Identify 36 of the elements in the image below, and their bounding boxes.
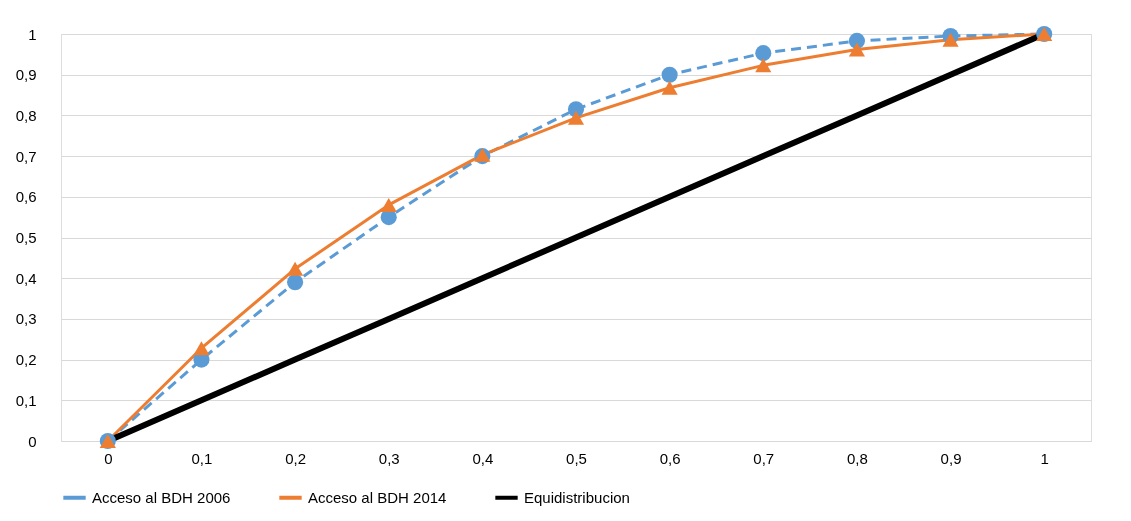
x-tick-label: 0,3 — [378, 449, 400, 467]
point — [755, 58, 772, 73]
x-tick-label: 0,8 — [846, 449, 868, 467]
point — [848, 42, 865, 57]
x-tick-label: 0,2 — [285, 449, 307, 467]
x-tick-label: 1 — [1040, 449, 1049, 467]
y-tick-label: 0,8 — [15, 106, 37, 124]
x-tick-label: 0 — [104, 449, 113, 467]
y-tick-label: 0,4 — [15, 269, 37, 287]
y-tick-label: 0,1 — [15, 391, 37, 409]
legend-label: Acceso al BDH 2006 — [92, 488, 231, 506]
x-tick-label: 0,9 — [940, 449, 962, 467]
y-tick-label: 0 — [28, 432, 37, 450]
point — [193, 341, 210, 356]
legend-label: Equidistribucion — [524, 488, 630, 506]
point — [380, 197, 397, 212]
y-tick-label: 0,2 — [15, 351, 37, 369]
x-tick-label: 0,6 — [659, 449, 681, 467]
y-tick-label: 0,3 — [15, 310, 37, 328]
y-tick-label: 0,9 — [15, 66, 37, 84]
point — [287, 274, 304, 291]
x-tick-label: 0,1 — [191, 449, 213, 467]
x-tick-label: 0,5 — [566, 449, 587, 467]
point — [755, 45, 772, 62]
point — [287, 261, 304, 276]
point — [942, 32, 959, 47]
x-tick-label: 0,7 — [753, 449, 775, 467]
point — [567, 110, 585, 125]
y-tick-label: 1 — [28, 25, 37, 43]
point — [661, 80, 678, 95]
x-tick-label: 0,4 — [472, 449, 494, 467]
y-tick-label: 0,5 — [15, 229, 37, 246]
legend-label: Acceso al BDH 2014 — [308, 488, 447, 506]
y-tick-label: 0,6 — [15, 188, 37, 206]
y-tick-label: 0,7 — [15, 147, 37, 165]
point — [661, 66, 678, 83]
